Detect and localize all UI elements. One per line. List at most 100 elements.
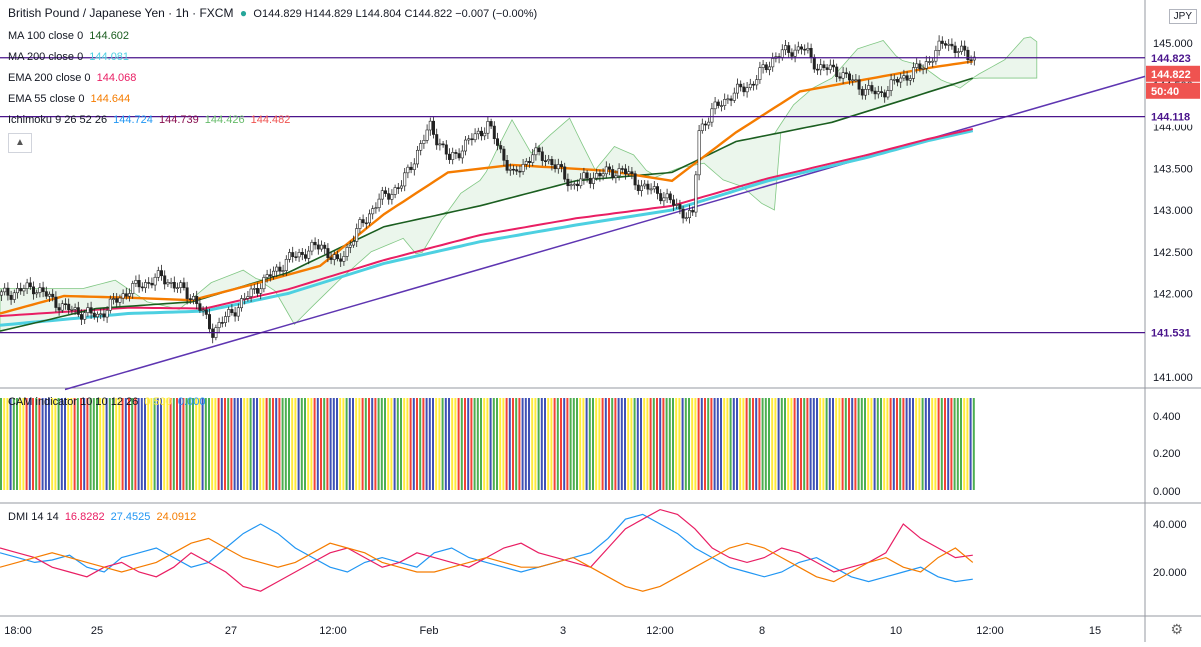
cam-bar: [6, 398, 9, 490]
candle-body: [751, 83, 755, 86]
candle-body: [630, 171, 634, 174]
candle-body: [886, 90, 890, 98]
candle-body: [540, 151, 544, 161]
candle-body: [403, 172, 407, 187]
candle-body: [31, 286, 35, 295]
candle-body: [89, 307, 93, 314]
x-tick-label: 25: [91, 625, 103, 637]
cam-bar: [73, 398, 76, 490]
candle-body: [739, 83, 743, 88]
cam-bar: [336, 398, 338, 490]
cam-bar: [288, 398, 290, 490]
candle-body: [556, 164, 560, 170]
cam-bar: [956, 398, 959, 490]
legend-ma200[interactable]: MA 200 close 0 144.081: [8, 50, 132, 64]
cam-bar: [188, 398, 191, 490]
cam-bar: [51, 398, 54, 490]
cam-bar: [512, 398, 514, 490]
cam-bar: [432, 398, 434, 490]
candle-body: [860, 88, 864, 96]
candle-body: [198, 303, 202, 311]
legend-ema200[interactable]: EMA 200 close 0 144.068: [8, 71, 139, 85]
candle-body: [287, 252, 291, 260]
gear-icon[interactable]: ⚙: [1170, 621, 1183, 637]
candle-body: [396, 187, 400, 189]
candle-body: [108, 298, 112, 311]
cam-bar: [326, 398, 329, 490]
candle-body: [972, 56, 976, 61]
candle-body: [112, 298, 116, 300]
candle-body: [275, 266, 279, 272]
candle-body: [147, 282, 151, 284]
candle-body: [323, 244, 327, 249]
candle-body: [393, 187, 397, 195]
candle-body: [915, 63, 919, 68]
cam-bar: [742, 398, 745, 490]
y-tick-label: 142.000: [1153, 289, 1193, 301]
x-tick-label: 12:00: [646, 625, 674, 637]
x-tick-label: 8: [759, 625, 765, 637]
cam-bar: [444, 398, 447, 490]
cam-bar: [921, 398, 924, 490]
cam-bar: [540, 398, 543, 490]
cam-bar: [873, 398, 876, 490]
candle-body: [588, 177, 592, 184]
legend-ema55[interactable]: EMA 55 close 0 144.644: [8, 92, 133, 106]
collapse-legend-button[interactable]: ▲: [8, 133, 32, 153]
candle-body: [607, 166, 611, 170]
legend-cam[interactable]: CAM indicator 10 10 12 26 0.500 0.000: [8, 395, 208, 409]
candle-body: [22, 288, 26, 292]
candle-body: [636, 184, 640, 191]
legend-ichimoku[interactable]: Ichimoku 9 26 52 26 144.724 144.739 144.…: [8, 113, 293, 127]
cam-bar: [313, 398, 316, 490]
cam-bar: [473, 398, 476, 490]
cam-bar: [534, 398, 537, 490]
cam-bar: [25, 398, 28, 490]
candle-body: [131, 283, 135, 294]
cam-bar: [115, 398, 118, 490]
candle-body: [422, 140, 426, 144]
cam-bar: [361, 398, 364, 490]
candle-body: [297, 252, 301, 258]
cam-bar: [604, 398, 607, 490]
horizontal-levels[interactable]: [0, 57, 1145, 334]
cam-bar: [870, 398, 873, 490]
cam-bar: [35, 398, 38, 490]
legend-dmi[interactable]: DMI 14 14 16.8282 27.4525 24.0912: [8, 510, 199, 524]
cam-bar: [198, 398, 201, 490]
cam-bar: [828, 398, 831, 490]
currency-badge[interactable]: JPY: [1168, 9, 1197, 24]
legend-ma100[interactable]: MA 100 close 0 144.602: [8, 29, 132, 43]
candle-body: [441, 143, 445, 146]
candle-body: [121, 293, 125, 299]
candle-body: [755, 79, 759, 86]
candle-body: [505, 160, 509, 171]
cam-bar: [214, 398, 217, 490]
cam-bar: [275, 398, 278, 490]
legend-value: 144.482: [250, 114, 291, 126]
cam-bar: [771, 398, 774, 490]
cam-bar: [665, 398, 668, 490]
candle-body: [460, 150, 464, 159]
candle-body: [118, 297, 122, 303]
cam-bar: [323, 398, 326, 490]
candle-body: [64, 303, 68, 306]
cam-bar: [467, 398, 470, 490]
cam-bar: [67, 398, 70, 490]
candle-body: [537, 147, 541, 153]
candle-body: [0, 291, 4, 296]
candle-body: [563, 166, 567, 180]
candle-body: [383, 190, 387, 194]
x-tick-label: 12:00: [976, 625, 1004, 637]
candle-body: [815, 68, 819, 71]
candle-body: [195, 295, 199, 304]
symbol-title[interactable]: British Pound / Japanese Yen · 1h · FXCM: [8, 6, 234, 20]
legend-label: MA 100 close 0: [8, 30, 84, 42]
cam-bar: [252, 398, 255, 490]
cam-bar: [211, 398, 214, 490]
candle-body: [230, 309, 234, 313]
candle-body: [150, 282, 154, 286]
cam-bar: [272, 398, 274, 490]
cam-bar: [339, 398, 342, 490]
